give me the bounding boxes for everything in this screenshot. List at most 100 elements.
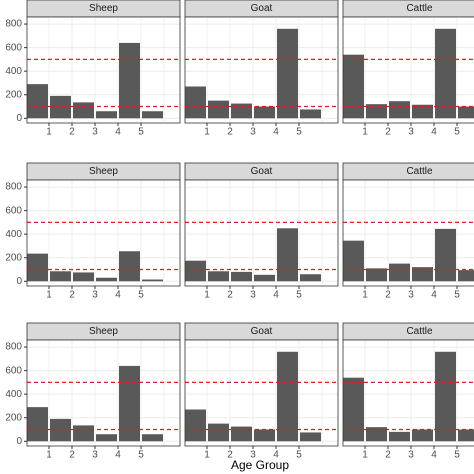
x-tick-label: 5 bbox=[138, 127, 144, 138]
y-tick-label: 400 bbox=[5, 66, 22, 77]
bar bbox=[458, 270, 474, 282]
bar bbox=[300, 109, 321, 119]
panel-border bbox=[184, 339, 339, 447]
strip-label: Goat bbox=[251, 326, 273, 337]
x-tick-label: 2 bbox=[69, 127, 75, 138]
x-tick-label: 2 bbox=[227, 290, 233, 301]
bar bbox=[27, 407, 48, 442]
x-tick-label: 2 bbox=[227, 127, 233, 138]
strip-label: Cattle bbox=[406, 326, 433, 337]
bar bbox=[96, 111, 117, 119]
x-tick-label: 4 bbox=[115, 450, 121, 461]
strip-label: Sheep bbox=[89, 326, 118, 337]
x-tick-label: 5 bbox=[296, 450, 302, 461]
y-tick-label: 0 bbox=[16, 436, 22, 447]
x-tick-label: 3 bbox=[250, 450, 256, 461]
x-tick-label: 1 bbox=[362, 450, 368, 461]
panel-border bbox=[342, 16, 474, 124]
bar bbox=[73, 425, 94, 442]
x-tick-label: 1 bbox=[46, 127, 52, 138]
bar bbox=[119, 251, 140, 282]
bar bbox=[208, 100, 229, 119]
y-tick-label: 200 bbox=[5, 89, 22, 100]
x-tick-label: 5 bbox=[138, 290, 144, 301]
strip-label: Cattle bbox=[406, 3, 433, 14]
bar bbox=[254, 106, 275, 119]
bar bbox=[343, 240, 364, 282]
x-tick-label: 3 bbox=[250, 290, 256, 301]
strip-label: Cattle bbox=[406, 166, 433, 177]
bar bbox=[366, 268, 387, 282]
bar bbox=[185, 409, 206, 442]
bar bbox=[435, 228, 456, 282]
panel-border bbox=[184, 179, 339, 287]
bar bbox=[389, 431, 410, 442]
bar bbox=[27, 253, 48, 282]
bar bbox=[366, 104, 387, 119]
y-tick-label: 800 bbox=[5, 342, 22, 353]
bar bbox=[50, 418, 71, 442]
bar bbox=[185, 260, 206, 282]
x-tick-label: 5 bbox=[454, 450, 460, 461]
bar bbox=[96, 277, 117, 282]
x-tick-label: 1 bbox=[362, 127, 368, 138]
x-tick-label: 4 bbox=[431, 127, 437, 138]
y-tick-label: 800 bbox=[5, 19, 22, 30]
bar bbox=[231, 271, 252, 282]
panel-border bbox=[26, 179, 181, 287]
bar bbox=[389, 263, 410, 282]
x-tick-label: 3 bbox=[408, 127, 414, 138]
panel-border bbox=[342, 179, 474, 287]
x-tick-label: 4 bbox=[431, 290, 437, 301]
bar bbox=[366, 427, 387, 442]
x-tick-label: 1 bbox=[362, 290, 368, 301]
y-tick-label: 600 bbox=[5, 365, 22, 376]
x-tick-label: 4 bbox=[273, 290, 279, 301]
x-tick-label: 4 bbox=[115, 290, 121, 301]
panel bbox=[27, 180, 180, 286]
strip-label: Goat bbox=[251, 166, 273, 177]
bar bbox=[208, 271, 229, 282]
bar bbox=[27, 84, 48, 119]
x-tick-label: 4 bbox=[431, 450, 437, 461]
bar bbox=[389, 101, 410, 119]
x-tick-label: 2 bbox=[69, 290, 75, 301]
bar bbox=[412, 104, 433, 119]
x-tick-label: 3 bbox=[92, 450, 98, 461]
panel-border bbox=[26, 339, 181, 447]
x-tick-label: 2 bbox=[69, 450, 75, 461]
panel-border bbox=[342, 339, 474, 447]
x-tick-label: 3 bbox=[408, 290, 414, 301]
x-tick-label: 4 bbox=[115, 127, 121, 138]
x-tick-label: 5 bbox=[454, 127, 460, 138]
bar bbox=[277, 228, 298, 282]
x-tick-label: 5 bbox=[296, 127, 302, 138]
x-tick-label: 2 bbox=[385, 450, 391, 461]
x-axis-label: Age Group bbox=[231, 458, 289, 472]
y-tick-label: 400 bbox=[5, 229, 22, 240]
panel bbox=[185, 180, 338, 286]
bar bbox=[208, 423, 229, 442]
bar bbox=[50, 271, 71, 282]
bar bbox=[50, 95, 71, 119]
x-tick-label: 1 bbox=[204, 450, 210, 461]
y-tick-label: 400 bbox=[5, 389, 22, 400]
y-tick-label: 600 bbox=[5, 205, 22, 216]
bar bbox=[185, 86, 206, 119]
y-tick-label: 0 bbox=[16, 276, 22, 287]
bar bbox=[435, 351, 456, 442]
bar bbox=[73, 102, 94, 119]
bar bbox=[343, 377, 364, 442]
bar bbox=[119, 365, 140, 442]
x-tick-label: 3 bbox=[92, 290, 98, 301]
panel-border bbox=[184, 16, 339, 124]
strip-label: Sheep bbox=[89, 166, 118, 177]
bar bbox=[300, 274, 321, 282]
bar bbox=[142, 279, 163, 282]
strip-label: Goat bbox=[251, 3, 273, 14]
bar bbox=[119, 42, 140, 119]
y-tick-label: 600 bbox=[5, 42, 22, 53]
x-tick-label: 5 bbox=[296, 290, 302, 301]
x-tick-label: 1 bbox=[46, 450, 52, 461]
